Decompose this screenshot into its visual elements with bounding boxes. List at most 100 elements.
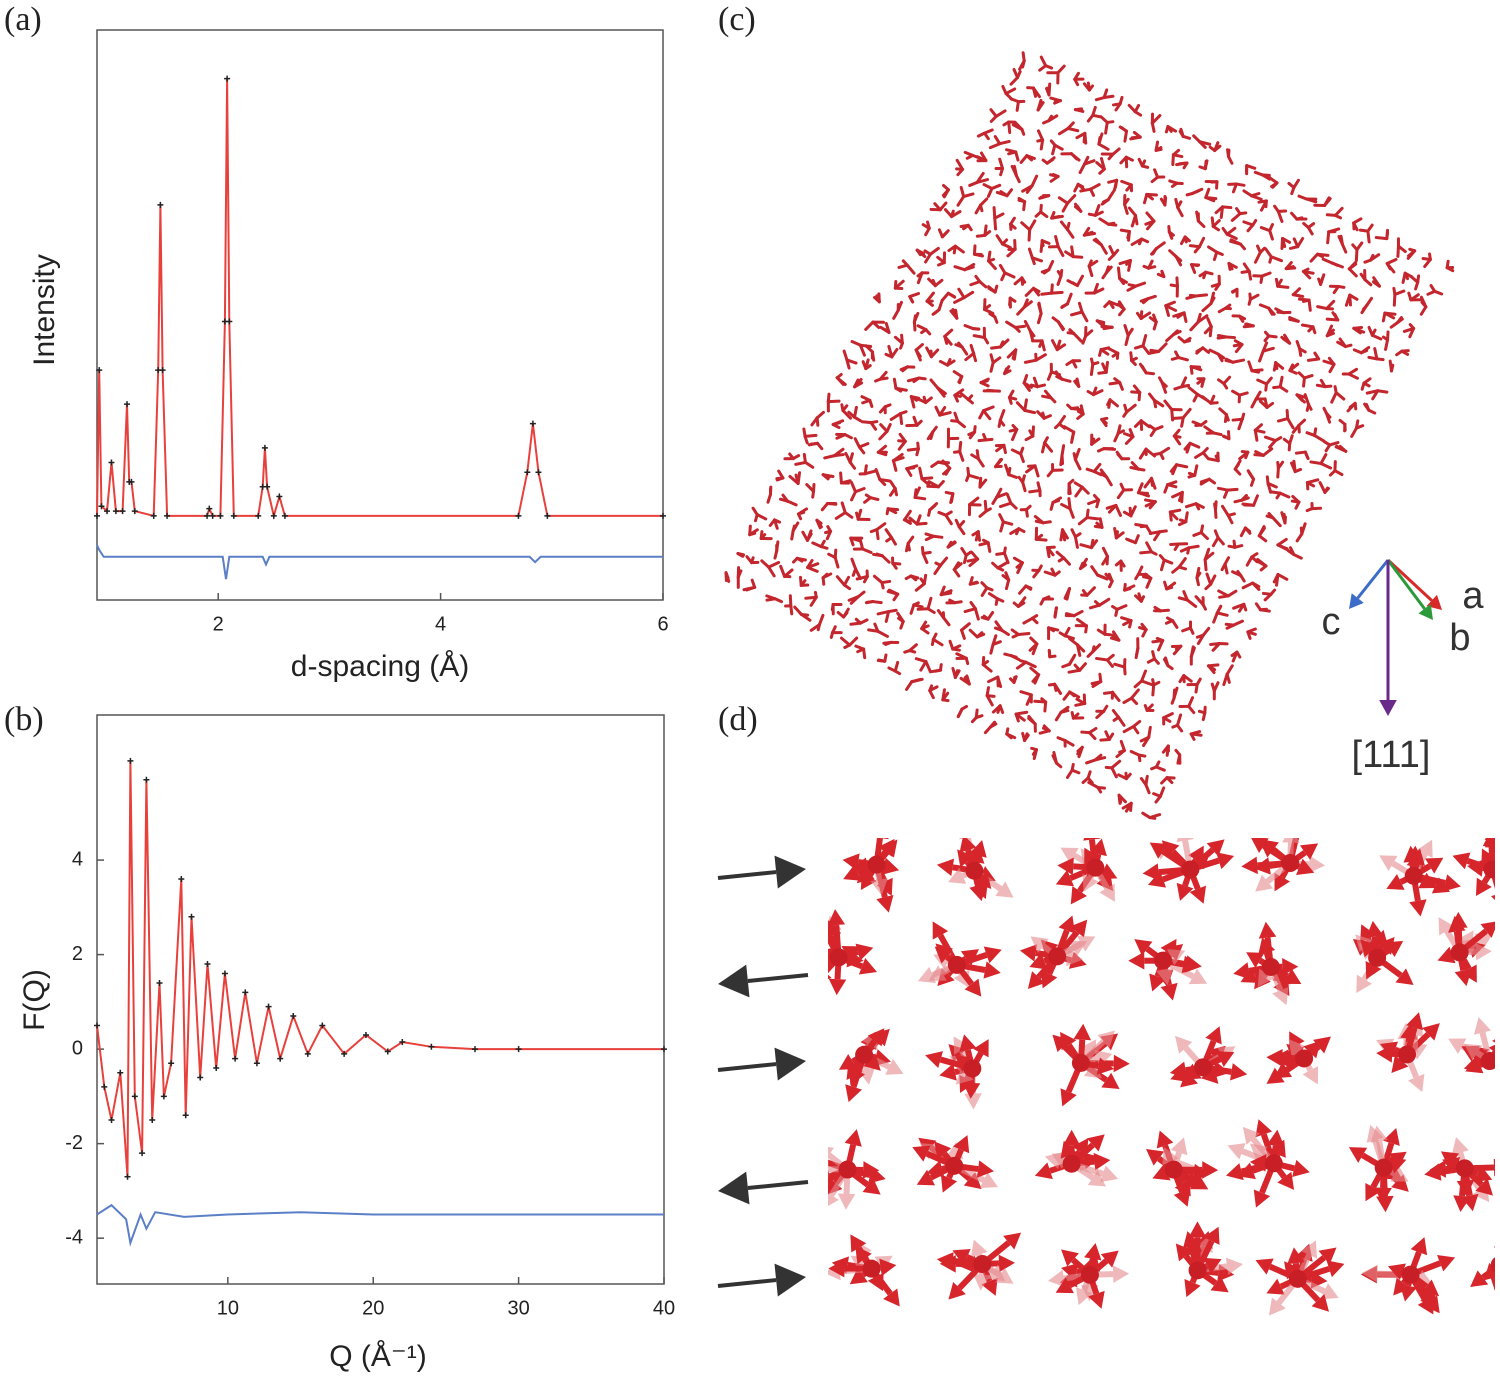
spin — [1087, 84, 1095, 92]
spin — [886, 590, 900, 596]
spin — [1022, 616, 1034, 625]
spin — [1018, 59, 1026, 71]
spin — [1274, 361, 1279, 370]
spin — [1040, 441, 1047, 454]
spin — [1091, 105, 1097, 117]
spin — [821, 473, 830, 481]
spin — [1093, 524, 1104, 529]
spin — [1170, 696, 1176, 705]
spin — [929, 378, 939, 390]
spin — [1246, 627, 1257, 634]
spin — [1196, 219, 1206, 229]
spin — [1030, 614, 1039, 620]
spin — [1139, 735, 1151, 743]
spin — [1137, 390, 1142, 402]
spin — [1105, 503, 1118, 510]
spin-arrow-head — [1266, 1048, 1283, 1067]
spin — [1253, 428, 1266, 434]
spin-site — [1480, 1052, 1495, 1071]
spin — [924, 660, 932, 673]
data-marker — [515, 512, 522, 519]
spin-arrow-head — [862, 1177, 881, 1195]
spin — [1137, 157, 1144, 168]
spin — [1265, 401, 1275, 409]
axis-arrow-head — [1379, 700, 1397, 716]
spin — [1328, 441, 1340, 447]
spin — [804, 595, 818, 600]
direction-arrow-head — [718, 964, 750, 998]
direction-arrow-head — [718, 1171, 750, 1205]
spin-arrow-head — [1379, 855, 1398, 872]
spin — [956, 707, 964, 718]
spin-arrow-head — [1075, 1287, 1093, 1306]
spin — [1288, 546, 1296, 557]
data-marker — [149, 1117, 156, 1124]
spin — [1371, 389, 1380, 401]
spin — [1032, 748, 1038, 761]
spin — [1140, 237, 1150, 244]
spin — [987, 259, 997, 270]
data-marker — [178, 875, 185, 882]
spin — [1158, 446, 1171, 455]
spin — [823, 454, 836, 460]
spin — [1294, 450, 1307, 455]
panel-label: (c) — [718, 1, 756, 38]
spin — [1315, 383, 1327, 389]
spin — [1201, 346, 1211, 354]
spin — [1315, 252, 1330, 257]
spin — [760, 559, 771, 569]
data-marker — [341, 1050, 348, 1057]
spin-arrow-head — [998, 1254, 1015, 1273]
spin — [1018, 584, 1028, 595]
spin — [1187, 696, 1195, 708]
spin — [1268, 490, 1282, 495]
spin-arrow-head — [1093, 1152, 1111, 1171]
spin — [1011, 348, 1018, 360]
spin — [1005, 320, 1017, 329]
data-marker — [265, 1003, 272, 1010]
spin — [1104, 730, 1111, 741]
spin-arrow-head — [963, 1172, 982, 1190]
spin — [1116, 302, 1126, 311]
spin — [864, 320, 875, 331]
spin — [1244, 322, 1255, 328]
spin — [1258, 246, 1267, 254]
spin — [1057, 126, 1070, 136]
spin-arrow-head — [1417, 1296, 1434, 1315]
spin — [1056, 64, 1066, 75]
spin — [1230, 212, 1242, 222]
spin — [1108, 245, 1116, 257]
spin — [1376, 389, 1389, 394]
spin — [1241, 502, 1256, 507]
spin — [1154, 140, 1160, 152]
spin — [1152, 680, 1161, 687]
spin-arrow-head — [1376, 1195, 1394, 1213]
spin — [1063, 738, 1075, 747]
direction-arrow — [717, 1278, 777, 1288]
data-marker — [428, 1043, 435, 1050]
spin — [1047, 114, 1059, 123]
spin — [952, 562, 963, 572]
spin — [994, 620, 1004, 632]
spin — [1370, 333, 1383, 341]
spin-arrow-head — [1438, 917, 1455, 936]
data-marker — [276, 493, 283, 500]
spin — [1373, 347, 1379, 361]
spin — [1005, 492, 1013, 505]
spin-arrow-head — [1452, 852, 1471, 870]
spin-arrow-head — [1173, 1188, 1191, 1207]
spin — [811, 541, 823, 549]
data-marker — [156, 979, 163, 986]
spin — [861, 547, 873, 554]
spin — [847, 410, 856, 419]
spin — [944, 513, 953, 526]
spin — [1085, 516, 1100, 521]
spin — [1176, 753, 1182, 765]
spin — [902, 518, 912, 525]
spin — [1072, 331, 1083, 343]
spin — [1261, 346, 1275, 353]
spin-site — [945, 1156, 964, 1175]
spin — [1254, 602, 1262, 612]
data-marker — [164, 512, 171, 519]
